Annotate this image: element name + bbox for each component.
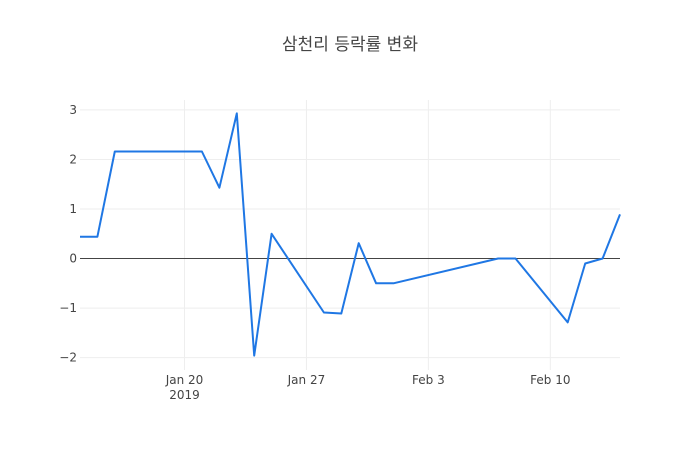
y-tick-label: 1 — [69, 202, 77, 216]
series-line — [80, 112, 621, 357]
chart-title: 삼천리 등락률 변화 — [282, 35, 418, 55]
x-tick-label: Feb 3 — [412, 373, 445, 387]
grid — [80, 100, 620, 370]
series-lines — [80, 112, 621, 357]
y-tick-label: −1 — [59, 301, 77, 315]
x-tick-label: Jan 20 — [165, 373, 204, 387]
x-tick-sublabel: 2019 — [169, 388, 200, 402]
y-tick-label: 3 — [69, 103, 77, 117]
x-tick-label: Jan 27 — [287, 373, 326, 387]
y-axis-tick-labels: −2 −1 0 1 2 3 — [59, 103, 77, 365]
x-tick-label: Feb 10 — [530, 373, 570, 387]
y-tick-label: 2 — [69, 152, 77, 166]
y-tick-label: −2 — [59, 351, 77, 365]
y-tick-label: 0 — [69, 252, 77, 266]
